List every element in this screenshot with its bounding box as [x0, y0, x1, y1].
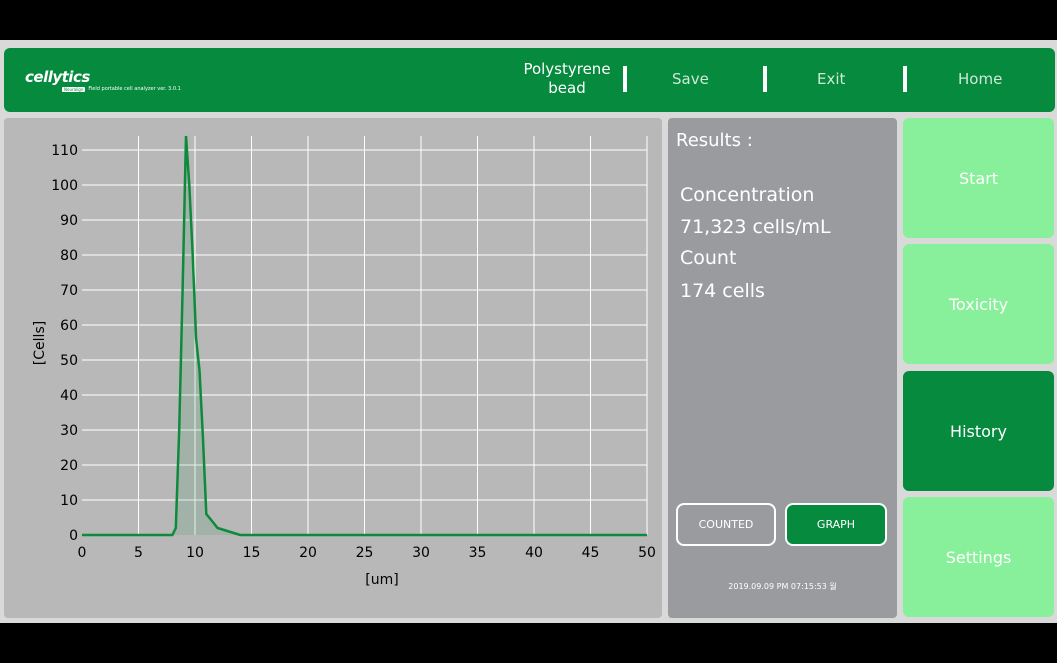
chart-svg: 0 10 20 30 40 50 60 70 80 90 100 110 0 5 10 15 20 25 30 35 4… — [32, 135, 656, 588]
divider — [763, 66, 767, 92]
x-tick-label: 20 — [299, 545, 317, 561]
y-tick-label: 90 — [60, 213, 78, 229]
sample-name-line2: bead — [548, 79, 586, 97]
x-tick-label: 0 — [78, 545, 87, 561]
x-tick-label: 10 — [186, 545, 204, 561]
divider — [903, 66, 907, 92]
y-tick-label: 110 — [51, 143, 78, 159]
y-tick-label: 80 — [60, 248, 78, 264]
counted-button[interactable]: COUNTED — [676, 503, 776, 546]
count-label: Count — [680, 247, 737, 269]
distribution-line — [82, 135, 647, 537]
timestamp: 2019.09.09 PM 07:15:53 월 — [728, 582, 837, 591]
logo-tag: Neuralign — [62, 86, 86, 92]
count-value: 174 cells — [680, 280, 765, 302]
y-tick-label: 70 — [60, 283, 78, 299]
concentration-value: 71,323 cells/mL — [680, 216, 831, 238]
app-subtitle: Neuralign Field portable cell analyzer v… — [62, 86, 181, 92]
version-text: Field portable cell analyzer ver. 3.0.1 — [88, 86, 181, 92]
home-button[interactable]: Home — [958, 70, 1003, 88]
divider — [623, 66, 627, 92]
size-distribution-chart: 0 10 20 30 40 50 60 70 80 90 100 110 0 5 10 15 20 25 30 35 4… — [4, 118, 662, 618]
app-screen: cellytics Neuralign Field portable cell … — [0, 40, 1057, 623]
save-button[interactable]: Save — [672, 70, 709, 88]
history-button[interactable]: History — [903, 371, 1054, 491]
x-axis-label: [um] — [365, 572, 398, 588]
results-title: Results : — [676, 130, 753, 151]
concentration-label: Concentration — [680, 184, 815, 206]
exit-button[interactable]: Exit — [817, 70, 846, 88]
chart-ticks: 0 10 20 30 40 50 60 70 80 90 100 110 0 5 10 15 20 25 30 35 4… — [51, 143, 656, 561]
settings-button[interactable]: Settings — [903, 497, 1054, 617]
y-axis-label: [Cells] — [32, 321, 48, 365]
sample-name-line1: Polystyrene — [523, 60, 611, 78]
x-tick-label: 45 — [582, 545, 600, 561]
app-logo: cellytics — [25, 68, 90, 86]
start-button[interactable]: Start — [903, 118, 1054, 238]
y-tick-label: 50 — [60, 353, 78, 369]
x-tick-label: 5 — [134, 545, 143, 561]
top-bar: cellytics Neuralign Field portable cell … — [4, 48, 1055, 112]
y-tick-label: 60 — [60, 318, 78, 334]
y-tick-label: 100 — [51, 178, 78, 194]
x-tick-label: 35 — [469, 545, 487, 561]
chart-grid — [82, 136, 648, 535]
x-tick-label: 30 — [412, 545, 430, 561]
x-tick-label: 15 — [243, 545, 261, 561]
sample-name: Polystyrene bead — [504, 60, 630, 98]
y-tick-label: 10 — [60, 493, 78, 509]
toxicity-button[interactable]: Toxicity — [903, 244, 1054, 364]
y-tick-label: 40 — [60, 388, 78, 404]
y-tick-label: 0 — [69, 528, 78, 544]
x-tick-label: 40 — [525, 545, 543, 561]
y-tick-label: 30 — [60, 423, 78, 439]
x-tick-label: 25 — [356, 545, 374, 561]
results-panel: Results : Concentration 71,323 cells/mL … — [668, 118, 897, 618]
graph-button[interactable]: GRAPH — [785, 503, 887, 546]
y-tick-label: 20 — [60, 458, 78, 474]
x-tick-label: 50 — [638, 545, 656, 561]
